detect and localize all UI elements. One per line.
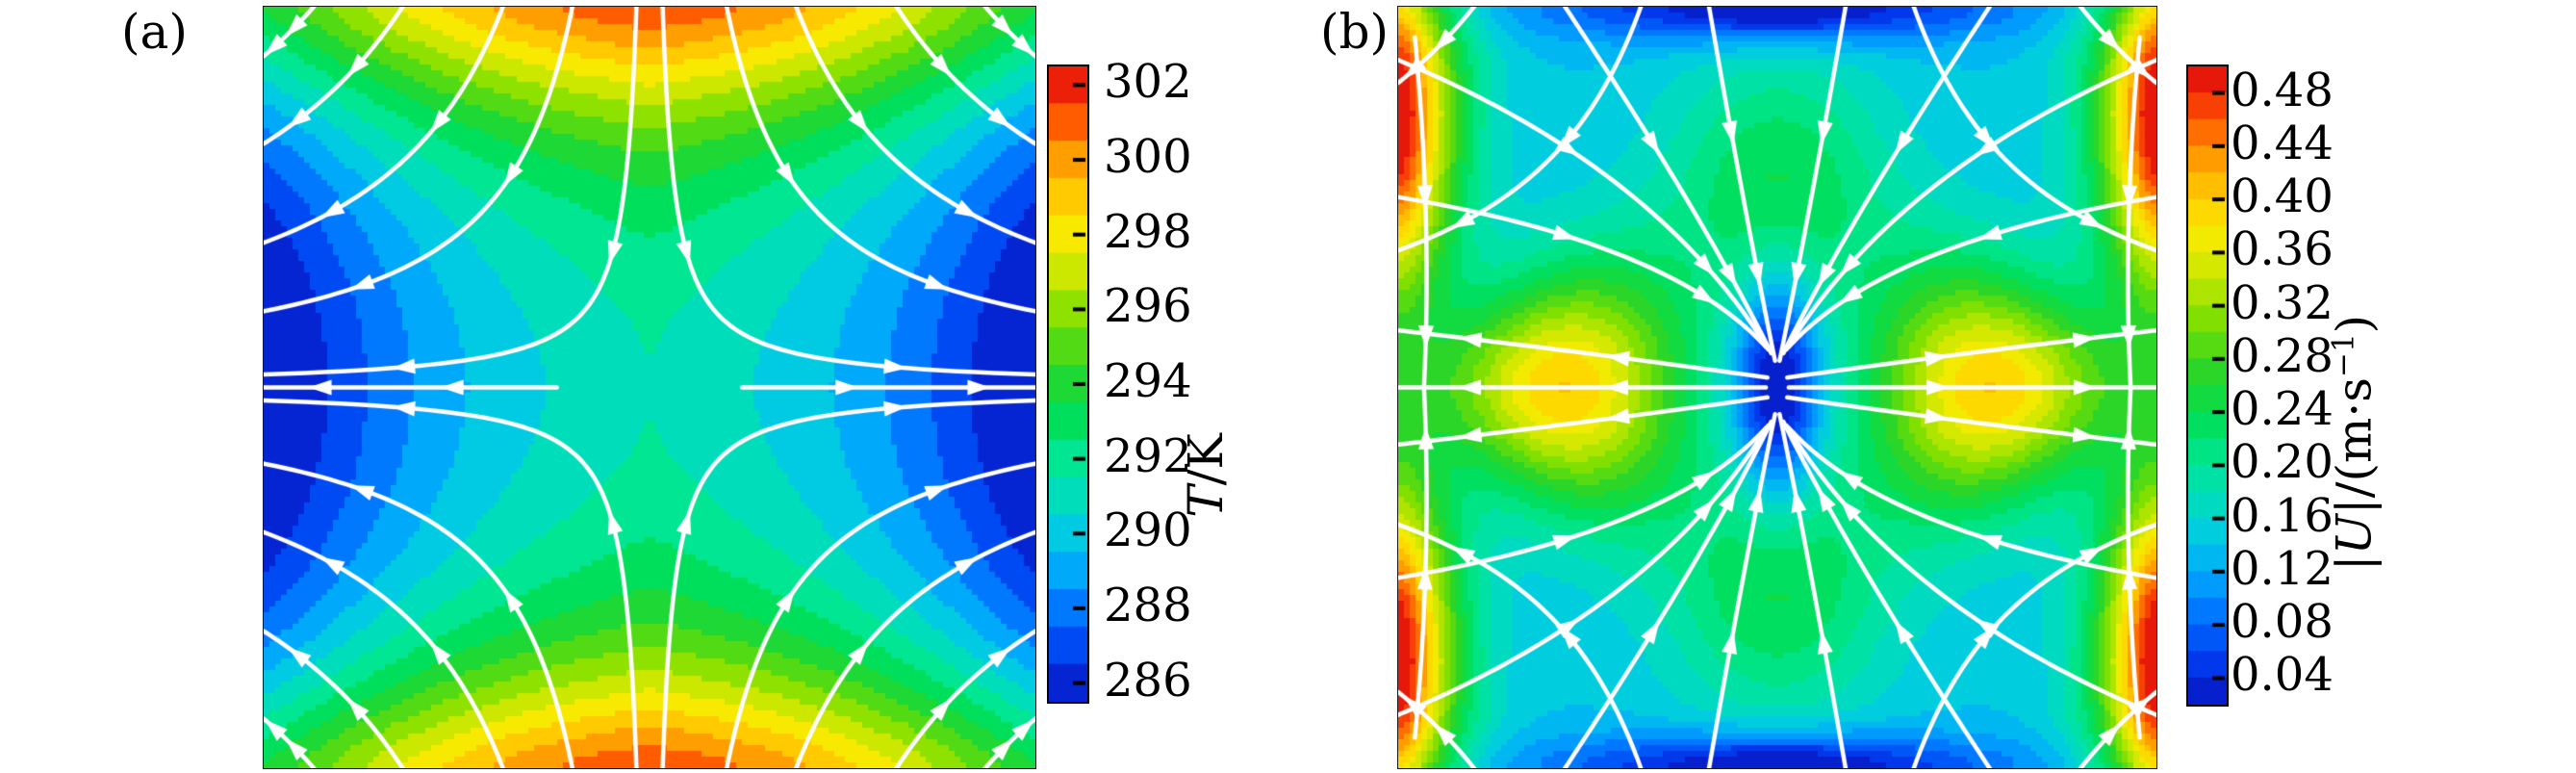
- colorbar-tick-label: 300: [1104, 130, 1192, 185]
- panel-b-plot: [1397, 6, 2157, 769]
- colorbar-tick-label: 290: [1104, 503, 1192, 558]
- colorbar-tick-label: 288: [1104, 578, 1192, 632]
- panel-a-colorbar-canvas: [1049, 66, 1087, 702]
- panel-b-label: (b): [1320, 4, 1390, 60]
- colorbar-tick-label: 0.04: [2231, 648, 2334, 703]
- panel-b-contour-canvas: [1398, 7, 2156, 768]
- colorbar-tick-label: 286: [1104, 653, 1192, 708]
- colorbar-tick-label: 296: [1104, 279, 1192, 334]
- panel-a-label: (a): [121, 4, 188, 60]
- colorbar-tick-label: 0.32: [2231, 275, 2334, 330]
- colorbar-tick-label: 292: [1104, 428, 1192, 483]
- colorbar-tick-label: 0.20: [2231, 435, 2334, 490]
- colorbar-tick-label: 0.28: [2231, 328, 2334, 383]
- colorbar-tick-label: 0.08: [2231, 595, 2334, 650]
- colorbar-tick-label: 0.48: [2231, 63, 2334, 117]
- colorbar-tick-label: 0.40: [2231, 169, 2334, 224]
- panel-b-colorbar-unit: |U|/(m·s−1): [2326, 314, 2383, 572]
- colorbar-tick-label: 0.16: [2231, 488, 2334, 543]
- panel-a-colorbar: [1047, 64, 1089, 704]
- colorbar-tick-label: 302: [1104, 55, 1192, 110]
- panel-b-colorbar: [2186, 64, 2229, 707]
- panel-a-contour-canvas: [264, 7, 1035, 768]
- panel-b-colorbar-canvas: [2188, 66, 2227, 705]
- colorbar-tick-label: 0.36: [2231, 222, 2334, 277]
- colorbar-tick-label: 0.24: [2231, 382, 2334, 437]
- colorbar-tick-label: 294: [1104, 354, 1192, 408]
- panel-a-plot: [263, 6, 1036, 769]
- colorbar-tick-label: 0.12: [2231, 541, 2334, 596]
- colorbar-tick-label: 298: [1104, 204, 1192, 259]
- colorbar-tick-label: 0.44: [2231, 116, 2334, 170]
